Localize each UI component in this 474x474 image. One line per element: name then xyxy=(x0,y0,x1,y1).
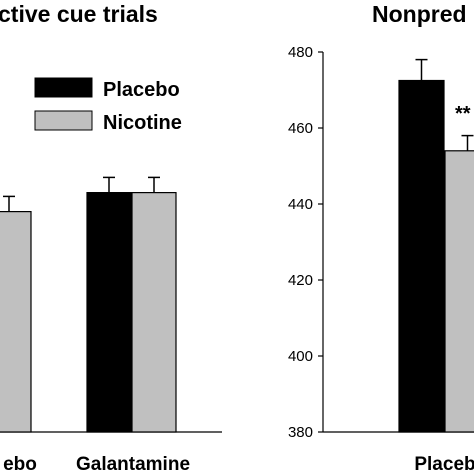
left-category-label-1: Galantamine xyxy=(76,454,190,474)
right-category-label-0: Placeb xyxy=(414,454,474,474)
significance-annotation: ** xyxy=(455,103,471,125)
legend-label-placebo: Placebo xyxy=(103,79,180,101)
legend-label-nicotine: Nicotine xyxy=(103,112,182,134)
right-chart-title: Nonpred xyxy=(372,1,467,27)
right-bar-nicotine-0 xyxy=(444,150,474,433)
right-y-tick-label-1: 400 xyxy=(288,348,313,365)
left-chart-title: ctive cue trials xyxy=(0,1,158,27)
left-bar-nicotine-0 xyxy=(0,211,32,433)
legend-swatch-nicotine xyxy=(34,110,93,131)
right-chart: 380 400 420 440 460 480 ** Placeb xyxy=(288,44,474,474)
left-error-bar-nicotine-0 xyxy=(3,195,15,212)
legend: Placebo Nicotine xyxy=(34,77,182,134)
right-y-tick-label-3: 440 xyxy=(288,196,313,213)
left-error-bar-placebo-1 xyxy=(103,176,115,193)
right-y-tick-label-5: 480 xyxy=(288,44,313,61)
right-y-tick-label-2: 420 xyxy=(288,272,313,289)
right-error-bar-nicotine-0 xyxy=(461,134,474,151)
legend-swatch-placebo xyxy=(34,77,93,98)
right-bar-placebo-0 xyxy=(398,79,445,433)
right-y-tick-label-0: 380 xyxy=(288,424,313,441)
left-bar-nicotine-1 xyxy=(131,192,177,433)
left-chart: ebo Galantamine xyxy=(0,176,222,474)
right-y-tick-label-4: 460 xyxy=(288,120,313,137)
left-category-label-0: ebo xyxy=(3,454,37,474)
left-error-bar-nicotine-1 xyxy=(148,176,160,193)
right-error-bar-placebo-0 xyxy=(415,58,428,81)
left-bar-placebo-1 xyxy=(86,192,132,433)
